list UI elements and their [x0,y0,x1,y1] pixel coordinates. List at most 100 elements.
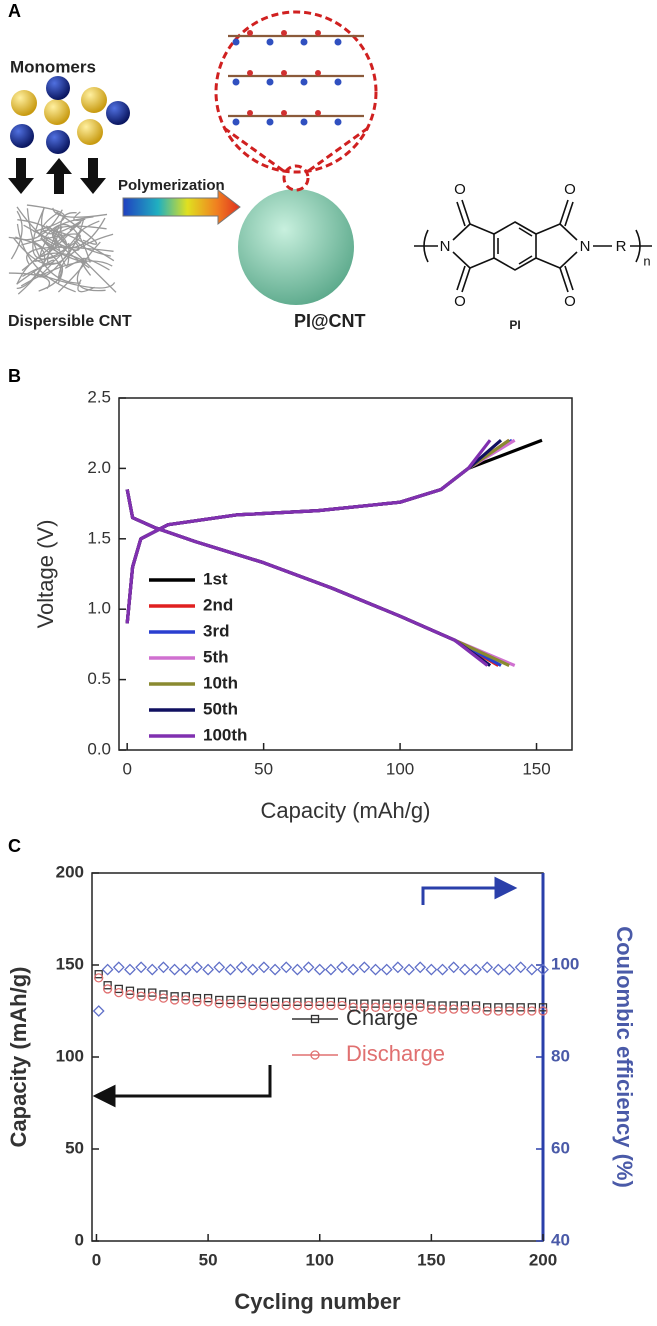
y-tick-label: 0.5 [87,669,111,688]
cnt-tangle [8,204,117,295]
y-tick-label: 0.0 [87,739,111,758]
atom: O [564,181,576,198]
point [326,1000,336,1011]
point [391,961,404,974]
y-axis-label: Voltage (V) [33,520,58,629]
point [437,1004,448,1014]
point [124,963,136,976]
panel-label: A [8,1,21,21]
point [516,1006,526,1016]
point [415,1002,425,1012]
polymer-chains [228,30,364,126]
x-tick-label: 100 [386,759,414,778]
point [169,995,180,1005]
cnt-fiber [40,212,87,264]
point [447,961,460,974]
point [358,961,371,974]
atom-n [334,118,342,126]
legend-marker [310,1050,320,1060]
point [136,991,146,1001]
point [259,1000,269,1011]
cnt-fiber [73,211,86,222]
point [427,1001,436,1010]
cnt-label: Dispersible CNT [8,313,132,330]
monomers [10,76,130,154]
atom-o [281,110,287,116]
cnt-fiber [8,236,46,295]
point [449,1004,459,1014]
point [303,1000,314,1011]
legend-label: 5th [203,647,229,666]
point [348,1002,358,1012]
atom-n [232,118,240,126]
point [315,1000,325,1011]
exchange-arrows [8,158,106,194]
point [527,1006,537,1016]
atom-o [247,110,253,116]
legend-label: 50th [203,699,238,718]
point [493,1006,503,1016]
point [292,1000,303,1011]
point [181,992,190,1001]
y2-tick-label: 60 [551,1138,570,1157]
point [470,963,482,976]
cnt-fiber [16,252,88,285]
point [326,997,336,1006]
y-tick-label: 100 [56,1046,84,1065]
point [202,963,215,976]
point [125,986,135,995]
y-tick-label: 200 [56,862,84,881]
point [382,1002,392,1012]
atom-o [315,110,321,116]
point [505,1003,514,1012]
point [181,995,191,1005]
cnt-fiber [16,259,55,285]
atom-n [334,38,342,46]
x-tick-label: 0 [92,1250,101,1269]
pi-label: PI [509,318,520,332]
cnt-fiber [13,218,85,266]
cnt-fiber [37,273,116,289]
x-tick-label: 100 [306,1250,334,1269]
polymerization-arrow [122,188,241,226]
point [458,963,471,976]
point [527,1003,536,1012]
point [503,963,516,976]
cnt-fiber [57,233,114,281]
point [213,961,226,974]
y-tick-label: 2.0 [87,458,111,477]
legend-label: 100th [203,725,247,744]
cnt-fiber [21,221,82,272]
point [192,997,202,1007]
point [404,999,414,1008]
point [359,1002,370,1012]
point [191,961,203,974]
atom-o [247,70,253,76]
point [280,961,293,974]
polymerization-label: Polymerization [118,177,225,194]
legend-marker [310,1014,320,1024]
atom-n [232,38,240,46]
point [192,993,202,1003]
point [481,961,494,974]
point [168,963,181,976]
cnt-fiber [10,210,23,260]
point [203,993,213,1003]
y2-tick-label: 100 [551,954,579,973]
x-tick-label: 0 [122,759,131,778]
atom: N [580,238,591,255]
atom-o [247,30,253,36]
atom-o [281,30,287,36]
point [514,961,527,974]
cnt-fiber [76,241,106,292]
point [102,984,113,994]
point [270,997,280,1006]
point [337,1000,347,1011]
point [237,995,246,1005]
series-line [125,439,492,667]
point [360,999,369,1008]
plot-frame [118,397,573,751]
point [302,961,315,974]
point [226,995,235,1005]
